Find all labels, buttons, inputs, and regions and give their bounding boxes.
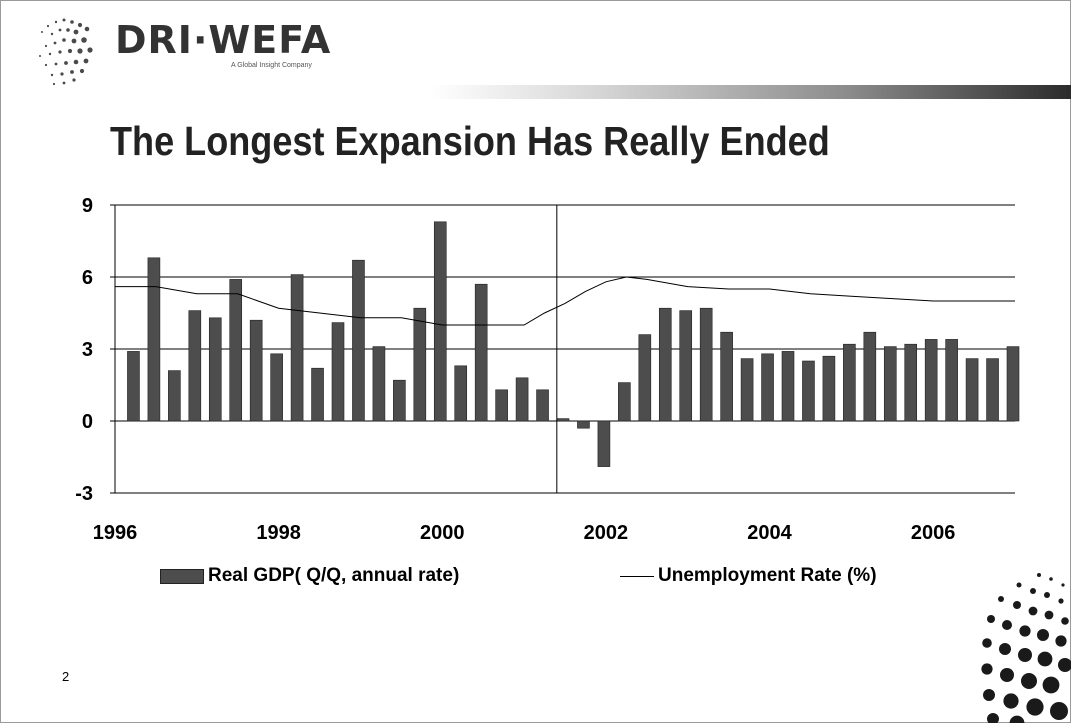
gdp-bar bbox=[352, 259, 365, 422]
gdp-bar bbox=[924, 339, 938, 422]
gdp-bar bbox=[781, 351, 795, 422]
gdp-bar bbox=[699, 307, 713, 422]
gdp-bar bbox=[536, 389, 549, 422]
gdp-bar bbox=[208, 317, 222, 422]
gdp-bar bbox=[168, 370, 181, 422]
gdp-bar bbox=[802, 360, 815, 422]
gdp-bar bbox=[658, 307, 672, 422]
gdp-bar bbox=[761, 353, 774, 422]
gdp-bar bbox=[965, 358, 979, 422]
gdp-bar bbox=[638, 334, 652, 422]
gdp-bar bbox=[127, 351, 140, 422]
slide-number: 2 bbox=[62, 669, 70, 684]
gdp-bar bbox=[474, 283, 488, 422]
slide-title: The Longest Expansion Has Really Ended bbox=[110, 118, 830, 164]
legend-line-swatch bbox=[620, 575, 654, 577]
x-tick-label: 2000 bbox=[420, 522, 465, 544]
gdp-bar bbox=[270, 353, 283, 422]
gdp-bar bbox=[495, 389, 508, 422]
legend-item-gdp: Real GDP( Q/Q, annual rate) bbox=[160, 565, 459, 587]
legend-label-gdp: Real GDP( Q/Q, annual rate) bbox=[208, 565, 460, 586]
gdp-bar bbox=[290, 274, 304, 422]
x-tick-label: 2004 bbox=[747, 522, 792, 544]
legend-bar-swatch bbox=[160, 568, 204, 584]
gdp-bar bbox=[843, 343, 856, 422]
y-tick-label: -3 bbox=[75, 483, 93, 505]
y-tick-label: 3 bbox=[82, 339, 93, 361]
company-logo: DRI·WEFA bbox=[115, 18, 332, 62]
gdp-bar bbox=[1006, 346, 1020, 422]
company-tagline: A Global Insight Company bbox=[231, 62, 312, 69]
y-tick-label: 9 bbox=[82, 195, 93, 217]
gdp-bar bbox=[720, 331, 733, 422]
gdp-bar bbox=[433, 221, 447, 422]
gdp-bar bbox=[679, 310, 693, 422]
gdp-bar bbox=[229, 279, 243, 422]
gdp-bar bbox=[372, 346, 386, 422]
gdp-bar bbox=[822, 355, 836, 422]
x-tick-label: 2006 bbox=[911, 522, 956, 544]
gdp-bar bbox=[331, 322, 345, 422]
gdp-bar bbox=[986, 358, 999, 422]
gdp-bar bbox=[147, 257, 161, 422]
legend-item-unemployment: Unemployment Rate (%) bbox=[620, 565, 877, 587]
gdp-bar bbox=[577, 420, 590, 429]
x-tick-label: 1998 bbox=[256, 522, 301, 544]
gdp-bar bbox=[863, 331, 877, 422]
gdp-bar bbox=[393, 379, 406, 422]
gdp-bar bbox=[556, 418, 570, 422]
gdp-bar bbox=[883, 346, 897, 422]
x-tick-label: 1996 bbox=[93, 522, 138, 544]
gdp-bar bbox=[454, 365, 468, 422]
gdp-bar bbox=[515, 377, 529, 422]
gdp-bar bbox=[413, 307, 427, 422]
header-gradient-band bbox=[430, 85, 1071, 99]
gdp-bar bbox=[945, 339, 958, 422]
y-tick-label: 0 bbox=[82, 411, 93, 433]
x-tick-label: 2002 bbox=[584, 522, 629, 544]
y-tick-label: 6 bbox=[82, 267, 93, 289]
legend-label-unemployment: Unemployment Rate (%) bbox=[658, 565, 877, 586]
gdp-bar bbox=[618, 382, 631, 422]
gdp-bar bbox=[249, 319, 263, 422]
logo-dots-icon bbox=[39, 18, 93, 86]
unemployment-line bbox=[115, 276, 1015, 326]
gdp-bar bbox=[740, 358, 754, 422]
gdp-bar bbox=[904, 343, 918, 422]
gdp-bar bbox=[311, 367, 324, 422]
gdp-bar bbox=[188, 310, 202, 422]
gdp-bar bbox=[597, 420, 611, 467]
corner-dots-decoration bbox=[981, 573, 1071, 723]
